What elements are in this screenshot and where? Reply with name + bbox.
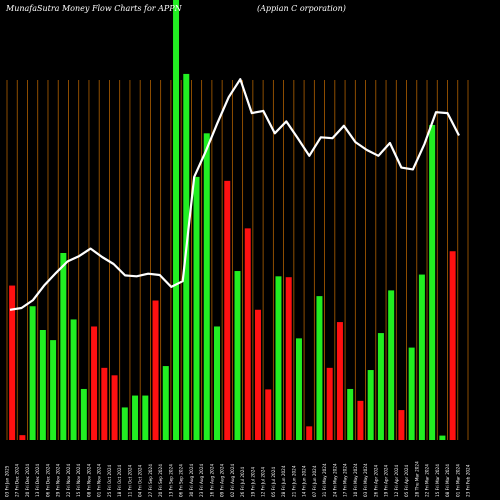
x-tick-label: 08 Fri Nov 2024: [87, 464, 92, 497]
x-tick-label: 28 Thu Mar 2024: [414, 461, 419, 497]
x-tick-label: 13 Fri Sep 2024: [168, 464, 173, 497]
x-tick-label: 18 Fri Oct 2024: [117, 464, 122, 497]
x-tick-label: 09 Fri Aug 2024: [220, 464, 225, 497]
bar: [377, 333, 384, 440]
chart-title-left: MunafaSutra Money Flow Charts for APPN: [5, 4, 183, 13]
bar: [295, 338, 302, 440]
x-tick-label: 06 Fri Sep 2024: [179, 464, 184, 497]
x-tick-label: 19 Fri Apr 2024: [384, 464, 389, 497]
bar: [29, 306, 36, 440]
bar: [70, 319, 77, 440]
x-tick-label: 23 Fri Feb 2024: [466, 464, 471, 497]
bar: [418, 274, 425, 440]
x-tick-label: 24 Fri May 2024: [332, 463, 337, 497]
chart-title-right: (Appian C orporation): [257, 4, 346, 13]
bar: [214, 326, 221, 440]
bar: [132, 395, 139, 440]
x-tick-label: 15 Fri Mar 2024: [435, 464, 440, 497]
bars: [9, 0, 456, 441]
bar: [449, 251, 456, 440]
x-tick-label: 05 Fri Apr 2024: [404, 464, 409, 497]
bar: [336, 322, 343, 440]
bar: [234, 271, 241, 440]
x-tick-label: 12 Fri Jul 2024: [261, 467, 266, 497]
bar: [408, 347, 415, 440]
bar: [244, 228, 251, 440]
bar: [275, 276, 282, 440]
bar: [306, 426, 313, 440]
x-tick-labels: 03 Fri Jan 2025 27 Fri Dec 2024 20 Fri Dec…: [5, 461, 471, 497]
x-tick-label: 12 Fri Apr 2024: [394, 464, 399, 497]
x-tick-label: 03 Fri May 2024: [363, 463, 368, 497]
x-tick-label: 15 Fri Nov 2024: [76, 464, 81, 497]
x-tick-label: 16 Fri Aug 2024: [209, 464, 214, 497]
x-tick-label: 20 Fri Sep 2024: [158, 464, 163, 497]
bar: [152, 300, 159, 440]
bar: [203, 133, 210, 440]
bar: [265, 389, 272, 440]
bar: [254, 309, 261, 440]
bar: [367, 370, 374, 440]
bar: [429, 124, 436, 441]
x-tick-label: 14 Fri Jun 2024: [302, 465, 307, 497]
gridlines: [6, 80, 469, 440]
x-tick-label: 08 Fri Mar 2024: [445, 464, 450, 497]
bar: [326, 367, 333, 440]
bar: [142, 395, 149, 440]
x-tick-label: 30 Fri Aug 2024: [189, 464, 194, 497]
x-tick-label: 06 Fri Dec 2024: [46, 464, 51, 497]
bar: [388, 290, 395, 440]
x-tick-label: 27 Fri Sep 2024: [148, 464, 153, 497]
x-tick-label: 13 Fri Dec 2024: [35, 464, 40, 497]
x-tick-label: 20 Fri Dec 2024: [25, 464, 30, 497]
x-tick-label: 07 Fri Jun 2024: [312, 465, 317, 497]
bar: [111, 375, 118, 440]
bar: [39, 330, 46, 440]
bar: [162, 366, 169, 440]
x-tick-label: 05 Fri Jul 2024: [271, 467, 276, 497]
x-tick-label: 29 Fri Nov 2024: [56, 464, 61, 497]
x-tick-label: 19 Fri Jul 2024: [250, 467, 255, 497]
bar: [101, 367, 108, 440]
bar: [50, 340, 57, 440]
x-tick-label: 01 Fri Mar 2024: [455, 464, 460, 497]
x-tick-label: 01 Fri Nov 2024: [97, 464, 102, 497]
money-flow-line: [9, 78, 460, 311]
bar: [285, 277, 292, 440]
bar: [316, 296, 323, 440]
bar: [121, 407, 128, 440]
x-tick-label: 28 Fri Jun 2024: [281, 465, 286, 497]
x-tick-label: 31 Fri May 2024: [322, 463, 327, 497]
bar: [439, 435, 446, 440]
x-tick-label: 22 Fri Mar 2024: [425, 464, 430, 497]
x-tick-label: 02 Fri Aug 2024: [230, 464, 235, 497]
x-tick-label: 25 Fri Oct 2024: [107, 464, 112, 497]
bar: [224, 180, 231, 440]
bar: [19, 435, 26, 440]
x-tick-label: 22 Fri Nov 2024: [66, 464, 71, 497]
x-tick-label: 21 Fri Jun 2024: [291, 465, 296, 497]
x-tick-label: 03 Fri Jan 2025: [5, 465, 10, 497]
bar: [398, 410, 405, 440]
bar: [91, 326, 98, 440]
x-tick-label: 11 Fri Oct 2024: [127, 464, 132, 497]
x-tick-label: 27 Fri Dec 2024: [15, 464, 20, 497]
bar: [80, 388, 87, 440]
x-tick-label: 04 Fri Oct 2024: [138, 464, 143, 497]
bar: [347, 388, 354, 440]
x-tick-label: 26 Fri Jul 2024: [240, 467, 245, 497]
x-tick-label: 26 Fri Apr 2024: [373, 464, 378, 497]
bar: [173, 0, 180, 440]
x-tick-label: 23 Fri Aug 2024: [199, 464, 204, 497]
x-tick-label: 17 Fri May 2024: [343, 463, 348, 497]
x-tick-label: 10 Fri May 2024: [353, 463, 358, 497]
bar: [357, 400, 364, 440]
bar: [60, 253, 67, 440]
bar: [193, 176, 200, 440]
bar: [9, 285, 16, 440]
